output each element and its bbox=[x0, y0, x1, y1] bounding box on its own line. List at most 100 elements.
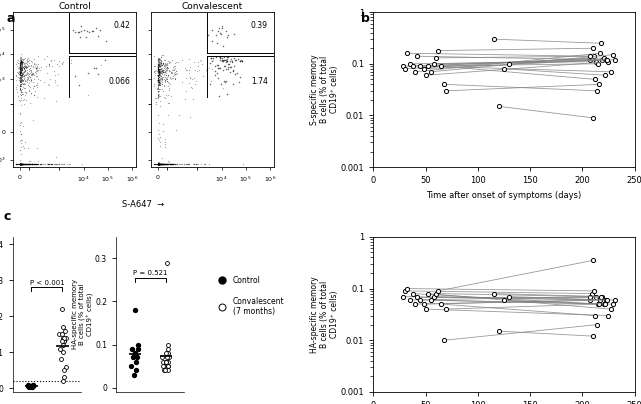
Point bbox=[35, 161, 45, 167]
Point bbox=[154, 79, 164, 85]
Point bbox=[27, 71, 37, 77]
Point bbox=[23, 63, 33, 69]
Point bbox=[157, 77, 167, 84]
Point bbox=[15, 66, 26, 72]
Point bbox=[156, 161, 167, 167]
Point bbox=[163, 83, 174, 90]
Point bbox=[150, 70, 160, 76]
Point bbox=[76, 28, 86, 34]
Point bbox=[156, 161, 166, 167]
Point bbox=[167, 67, 178, 74]
Point bbox=[31, 82, 42, 88]
Point bbox=[221, 56, 231, 63]
Point bbox=[156, 66, 167, 73]
Point bbox=[44, 161, 54, 167]
Point bbox=[17, 161, 27, 167]
Point bbox=[22, 76, 32, 82]
Point bbox=[22, 161, 33, 167]
Point bbox=[215, 65, 225, 72]
Point bbox=[158, 161, 168, 167]
Y-axis label: HA-specific memory
B cells (% of total
CD19⁺ cells): HA-specific memory B cells (% of total C… bbox=[310, 276, 339, 353]
Point bbox=[169, 66, 179, 73]
Point bbox=[154, 161, 164, 167]
Point bbox=[33, 67, 44, 73]
Point bbox=[15, 161, 25, 167]
Point bbox=[16, 161, 26, 167]
Point bbox=[153, 161, 163, 167]
Point bbox=[15, 161, 26, 167]
Point bbox=[153, 112, 163, 118]
Point bbox=[161, 161, 171, 167]
Point bbox=[21, 161, 31, 167]
Point bbox=[184, 69, 194, 76]
Point bbox=[162, 161, 172, 167]
Point bbox=[163, 57, 173, 64]
Point bbox=[18, 81, 28, 87]
Point bbox=[153, 73, 163, 80]
Point bbox=[16, 131, 26, 137]
Point bbox=[154, 161, 164, 167]
Point bbox=[18, 84, 28, 90]
Point bbox=[200, 161, 210, 167]
Point bbox=[158, 161, 168, 167]
Point bbox=[149, 75, 159, 81]
Point bbox=[158, 60, 168, 66]
Point bbox=[155, 161, 165, 167]
Point bbox=[156, 161, 167, 167]
Point bbox=[15, 67, 26, 74]
Text: 0.39: 0.39 bbox=[251, 21, 268, 30]
Point bbox=[20, 161, 30, 167]
Point bbox=[158, 161, 169, 167]
Point bbox=[154, 69, 164, 76]
Point bbox=[16, 161, 26, 167]
Point bbox=[74, 34, 85, 40]
Point bbox=[15, 58, 26, 64]
Point bbox=[193, 59, 203, 65]
Point bbox=[22, 161, 32, 167]
Point bbox=[154, 72, 164, 78]
Point bbox=[153, 66, 163, 73]
Point bbox=[161, 358, 171, 365]
Point bbox=[154, 88, 164, 94]
Point bbox=[156, 78, 166, 84]
Point bbox=[159, 71, 169, 77]
Point bbox=[31, 65, 41, 72]
Point bbox=[15, 161, 26, 167]
Point bbox=[156, 161, 167, 167]
Point bbox=[154, 161, 165, 167]
Point bbox=[17, 73, 27, 80]
Point bbox=[153, 71, 163, 78]
Point bbox=[172, 161, 182, 167]
Point bbox=[88, 65, 99, 71]
Point bbox=[19, 69, 29, 75]
Point bbox=[30, 161, 40, 167]
Point bbox=[149, 63, 160, 69]
Point bbox=[27, 161, 37, 167]
Point bbox=[157, 161, 167, 167]
Point bbox=[30, 63, 40, 70]
Point bbox=[19, 73, 29, 80]
Point bbox=[49, 67, 59, 74]
Point bbox=[164, 60, 174, 67]
Text: P < 0.001: P < 0.001 bbox=[29, 280, 64, 286]
Point bbox=[15, 63, 26, 70]
Point bbox=[154, 80, 164, 87]
Point bbox=[181, 74, 192, 81]
Point bbox=[17, 72, 27, 78]
Point bbox=[33, 76, 43, 82]
Point bbox=[17, 161, 28, 167]
Point bbox=[15, 161, 26, 167]
Point bbox=[19, 161, 29, 167]
Point bbox=[15, 63, 26, 69]
Point bbox=[22, 59, 32, 65]
Point bbox=[169, 71, 179, 78]
Point bbox=[157, 161, 167, 167]
Point bbox=[153, 72, 163, 78]
Point bbox=[153, 64, 163, 71]
Point bbox=[42, 53, 52, 59]
Point bbox=[171, 59, 181, 66]
Point bbox=[131, 367, 141, 374]
Point bbox=[153, 161, 163, 167]
Point bbox=[33, 158, 43, 164]
Point bbox=[154, 161, 165, 167]
